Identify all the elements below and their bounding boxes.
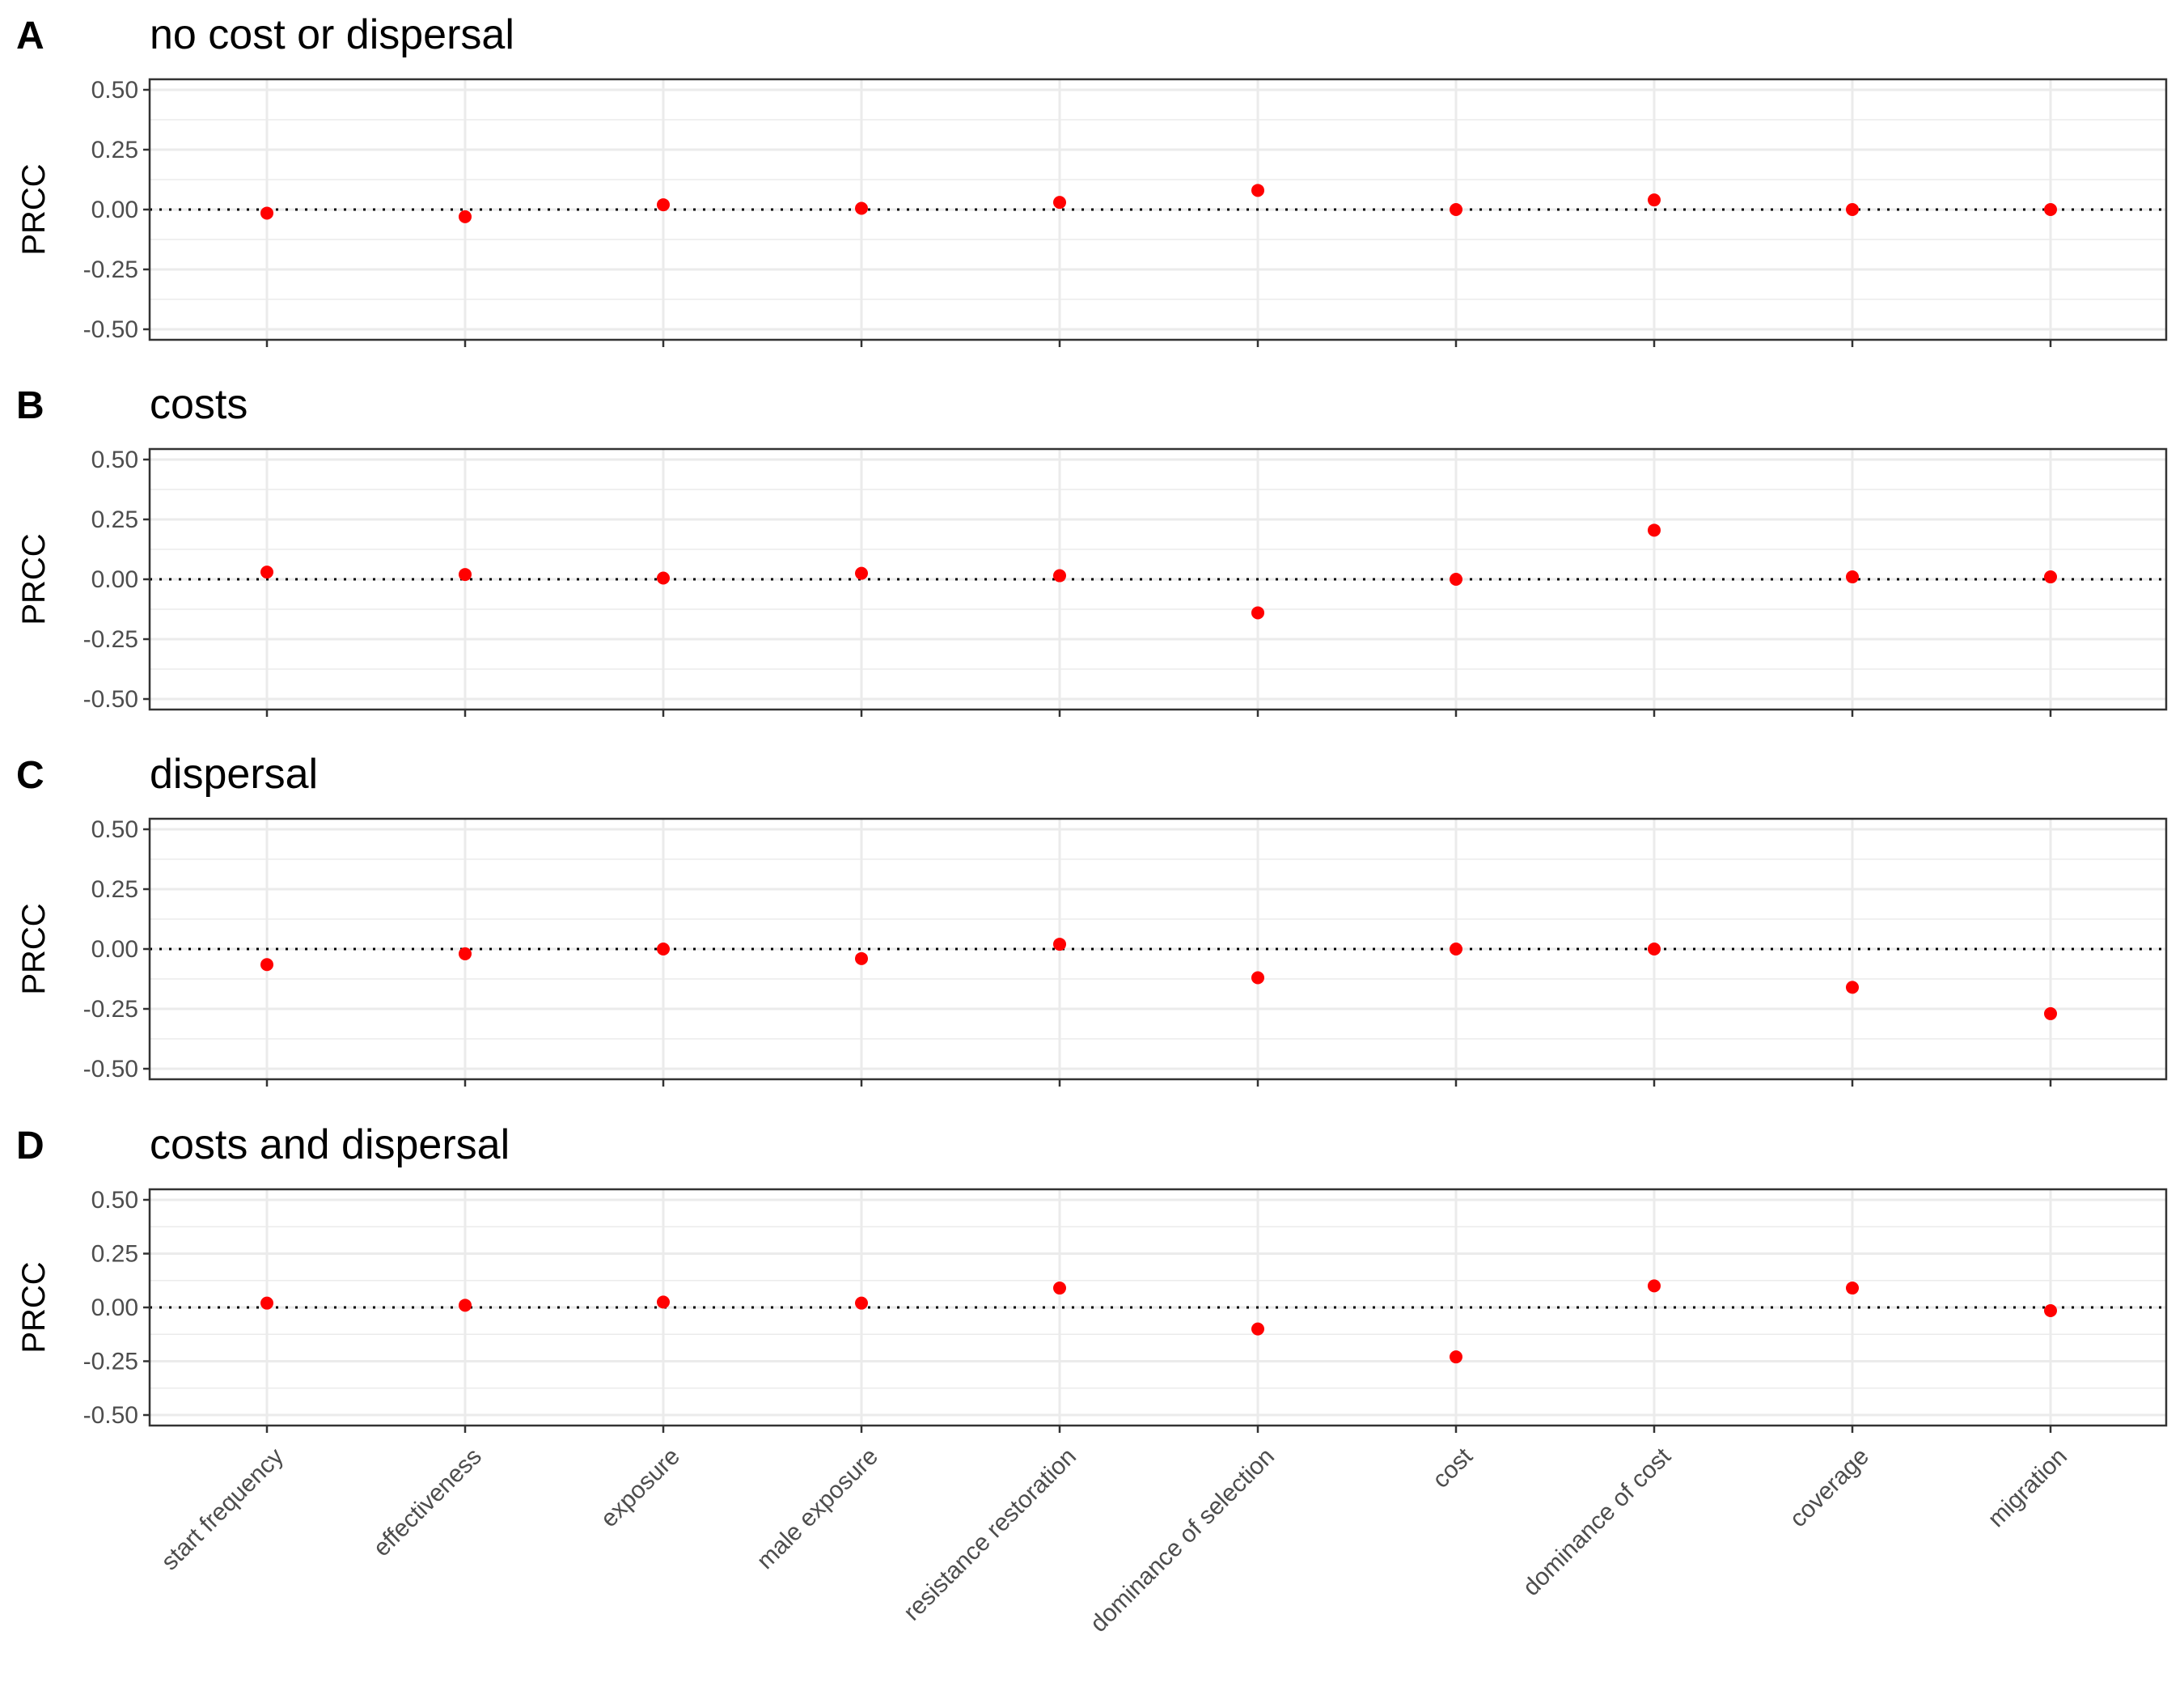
data-point [855, 566, 868, 580]
y-tick-label: -0.50 [83, 1402, 138, 1429]
data-point [260, 1296, 273, 1310]
y-axis-title: PRCC [16, 163, 52, 255]
data-point [1648, 1279, 1661, 1293]
data-point [657, 943, 670, 955]
data-point [1846, 981, 1859, 994]
data-point [1846, 570, 1859, 584]
data-point [855, 951, 868, 965]
data-point [1053, 196, 1066, 210]
panel-letter: B [16, 384, 44, 427]
data-point [260, 206, 273, 220]
data-point [1846, 1282, 1859, 1295]
data-point [855, 201, 868, 215]
data-point [1251, 1322, 1264, 1336]
y-tick-label: 0.00 [91, 566, 138, 593]
data-point [1648, 523, 1661, 537]
data-point [2044, 1006, 2057, 1020]
y-tick-label: 0.25 [91, 876, 138, 903]
data-point [657, 571, 670, 585]
panel-title: dispersal [150, 751, 318, 798]
data-point [1251, 606, 1264, 620]
panel-title: costs and dispersal [150, 1121, 510, 1168]
panel-title: no cost or dispersal [150, 11, 514, 58]
data-point [1648, 193, 1661, 207]
x-category-label: dominance of cost [1517, 1443, 1676, 1601]
x-category-label: start frequency [156, 1443, 289, 1576]
panel-letter: A [16, 15, 44, 57]
y-tick-label: -0.50 [83, 316, 138, 343]
x-category-label: cost [1428, 1443, 1479, 1494]
x-category-label: exposure [595, 1443, 685, 1533]
panel-letter: D [16, 1125, 44, 1167]
y-tick-label: 0.50 [91, 447, 138, 473]
y-tick-label: 0.25 [91, 1241, 138, 1268]
y-tick-label: -0.25 [83, 1349, 138, 1375]
data-point [459, 1299, 472, 1312]
data-point [260, 566, 273, 579]
data-point [2044, 1303, 2057, 1317]
y-tick-label: 0.50 [91, 1187, 138, 1214]
panel-title: costs [150, 381, 248, 428]
y-axis-title: PRCC [16, 903, 52, 994]
x-category-label: male exposure [751, 1443, 882, 1574]
panel-letter: C [16, 754, 44, 797]
data-point [260, 958, 273, 972]
data-point [459, 568, 472, 582]
data-point [1648, 943, 1661, 955]
data-point [657, 1295, 670, 1309]
data-point [1251, 184, 1264, 197]
x-category-label: migration [1983, 1443, 2072, 1533]
y-tick-label: 0.00 [91, 197, 138, 223]
data-point [1450, 573, 1462, 586]
x-category-label: coverage [1784, 1443, 1874, 1533]
y-tick-label: -0.25 [83, 996, 138, 1023]
y-tick-label: -0.25 [83, 626, 138, 653]
y-tick-label: 0.00 [91, 936, 138, 963]
x-category-label: resistance restoration [899, 1443, 1081, 1626]
data-point [459, 947, 472, 960]
x-category-label: effectiveness [368, 1443, 487, 1562]
data-point [2044, 570, 2057, 584]
data-point [459, 210, 472, 223]
data-point [1846, 203, 1859, 216]
y-tick-label: -0.50 [83, 686, 138, 713]
data-point [2044, 203, 2057, 216]
data-point [1450, 1350, 1462, 1364]
y-tick-label: 0.25 [91, 137, 138, 163]
x-category-label: dominance of selection [1086, 1443, 1280, 1638]
y-axis-title: PRCC [16, 1261, 52, 1353]
data-point [1251, 971, 1264, 985]
data-point [1450, 943, 1462, 955]
y-tick-label: 0.25 [91, 506, 138, 533]
y-tick-label: 0.00 [91, 1294, 138, 1321]
y-tick-label: 0.50 [91, 77, 138, 104]
data-point [1053, 938, 1066, 951]
data-point [855, 1296, 868, 1310]
y-axis-title: PRCC [16, 533, 52, 625]
data-point [1053, 569, 1066, 583]
data-point [657, 198, 670, 212]
y-tick-label: 0.50 [91, 816, 138, 843]
data-point [1450, 203, 1462, 216]
y-tick-label: -0.25 [83, 256, 138, 283]
y-tick-label: -0.50 [83, 1056, 138, 1083]
data-point [1053, 1282, 1066, 1295]
